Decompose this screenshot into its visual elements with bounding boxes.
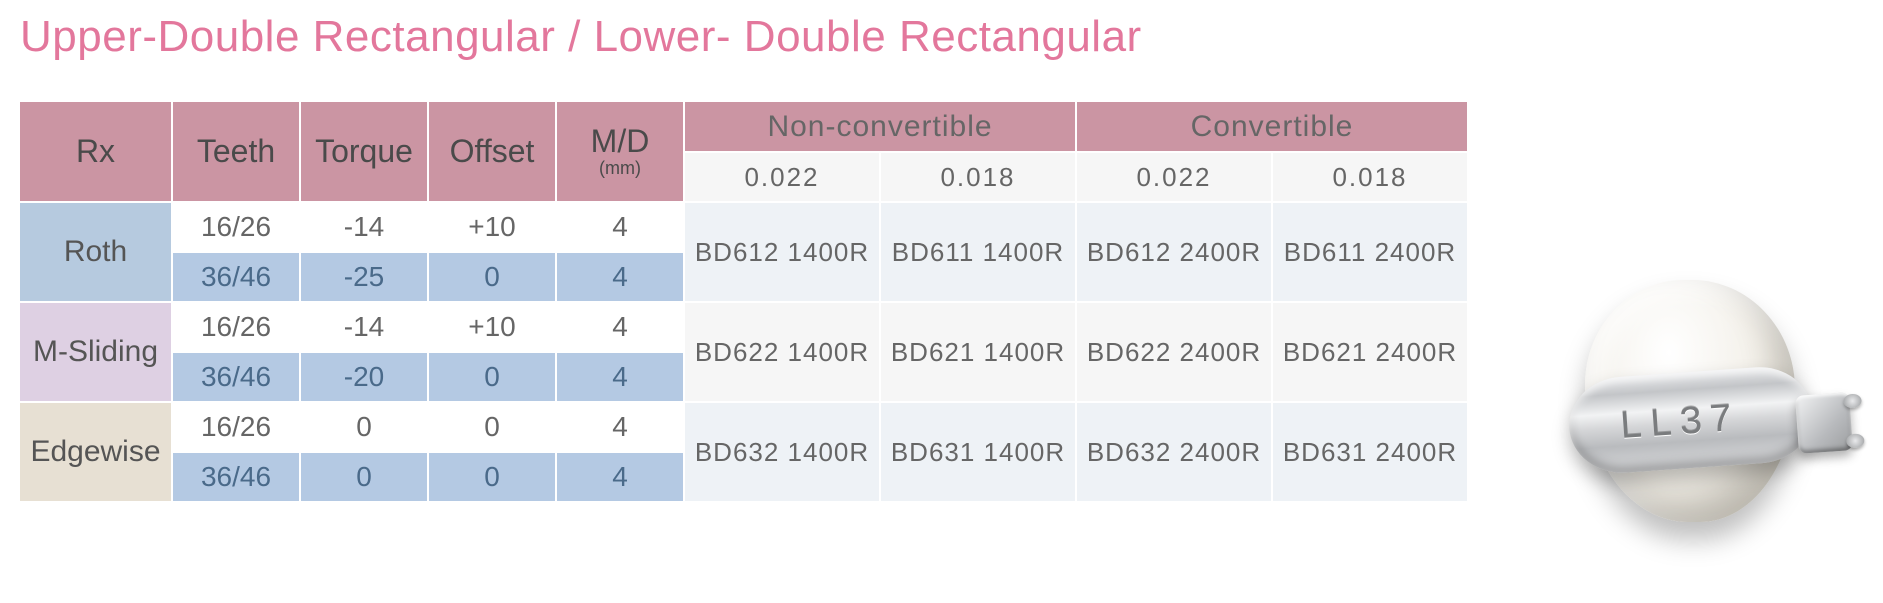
rx-edgewise: Edgewise	[20, 402, 172, 502]
cell-teeth: 16/26	[172, 402, 300, 452]
cell-torque: -14	[300, 302, 428, 352]
rx-msliding: M-Sliding	[20, 302, 172, 402]
cell-offset: +10	[428, 302, 556, 352]
cell-torque: 0	[300, 402, 428, 452]
cell-md: 4	[556, 252, 684, 302]
sub-c-022: 0.022	[1076, 152, 1272, 202]
cell-offset: 0	[428, 452, 556, 502]
cell-torque: -20	[300, 352, 428, 402]
cell-offset: 0	[428, 402, 556, 452]
code-edgewise-nc022: BD632 1400R	[684, 402, 880, 502]
col-md: M/D (mm)	[556, 102, 684, 202]
code-edgewise-c018: BD631 2400R	[1272, 402, 1468, 502]
cell-teeth: 16/26	[172, 202, 300, 252]
cell-offset: 0	[428, 252, 556, 302]
cell-teeth: 16/26	[172, 302, 300, 352]
sub-nc-018: 0.018	[880, 152, 1076, 202]
spec-table: Rx Teeth Torque Offset M/D (mm) Non-conv…	[20, 102, 1469, 503]
cell-md: 4	[556, 302, 684, 352]
code-edgewise-nc018: BD631 1400R	[880, 402, 1076, 502]
cell-torque: 0	[300, 452, 428, 502]
cell-md: 4	[556, 202, 684, 252]
col-teeth: Teeth	[172, 102, 300, 202]
cell-offset: 0	[428, 352, 556, 402]
table-row: Edgewise 16/26 0 0 4 BD632 1400R BD631 1…	[20, 402, 1468, 452]
page-title: Upper-Double Rectangular / Lower- Double…	[20, 12, 1863, 62]
bracket-tube	[1795, 392, 1853, 454]
col-offset: Offset	[428, 102, 556, 202]
sub-nc-022: 0.022	[684, 152, 880, 202]
cell-md: 4	[556, 352, 684, 402]
table-row: M-Sliding 16/26 -14 +10 4 BD622 1400R BD…	[20, 302, 1468, 352]
col-md-sub: (mm)	[565, 159, 675, 179]
sub-c-018: 0.018	[1272, 152, 1468, 202]
cell-teeth: 36/46	[172, 352, 300, 402]
cell-md: 4	[556, 452, 684, 502]
code-roth-c022: BD612 2400R	[1076, 202, 1272, 302]
code-msliding-c018: BD621 2400R	[1272, 302, 1468, 402]
cell-teeth: 36/46	[172, 452, 300, 502]
group-nonconvertible: Non-convertible	[684, 102, 1076, 152]
code-msliding-nc022: BD622 1400R	[684, 302, 880, 402]
cell-offset: +10	[428, 202, 556, 252]
cell-teeth: 36/46	[172, 252, 300, 302]
band-engraving: LL37	[1618, 398, 1741, 451]
group-convertible: Convertible	[1076, 102, 1468, 152]
table-row: Roth 16/26 -14 +10 4 BD612 1400R BD611 1…	[20, 202, 1468, 252]
cell-md: 4	[556, 402, 684, 452]
rx-roth: Roth	[20, 202, 172, 302]
code-msliding-nc018: BD621 1400R	[880, 302, 1076, 402]
product-illustration: LL37	[1559, 262, 1859, 562]
code-roth-nc022: BD612 1400R	[684, 202, 880, 302]
cell-torque: -14	[300, 202, 428, 252]
col-torque: Torque	[300, 102, 428, 202]
cell-torque: -25	[300, 252, 428, 302]
col-md-main: M/D	[565, 124, 675, 159]
col-rx: Rx	[20, 102, 172, 202]
code-edgewise-c022: BD632 2400R	[1076, 402, 1272, 502]
code-msliding-c022: BD622 2400R	[1076, 302, 1272, 402]
code-roth-nc018: BD611 1400R	[880, 202, 1076, 302]
code-roth-c018: BD611 2400R	[1272, 202, 1468, 302]
